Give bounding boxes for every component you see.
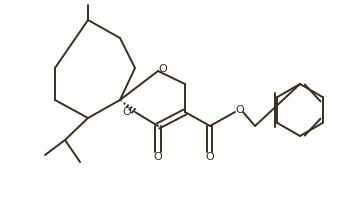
Text: O: O	[122, 107, 131, 117]
Text: O: O	[154, 152, 162, 162]
Text: O: O	[159, 64, 167, 74]
Text: O: O	[206, 152, 215, 162]
Text: O: O	[236, 105, 244, 115]
